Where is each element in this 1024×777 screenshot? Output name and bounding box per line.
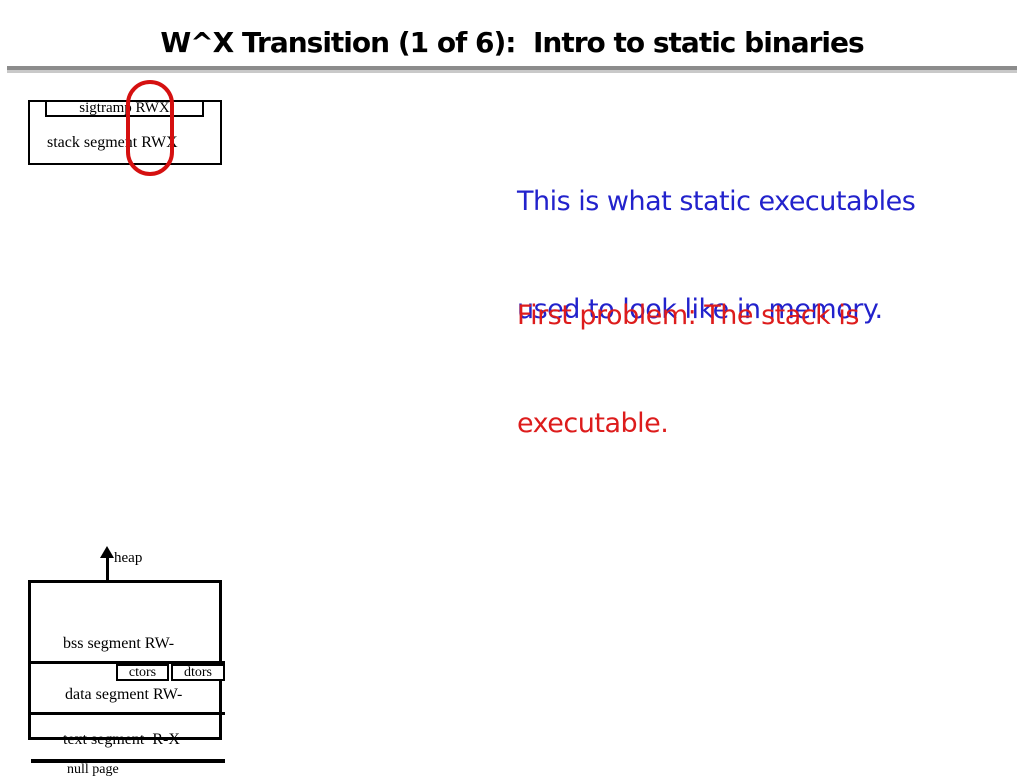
dtors-label: dtors <box>184 664 212 680</box>
ctors-label: ctors <box>128 664 157 680</box>
problem-text-line-1: First problem: The stack is <box>517 300 859 331</box>
data-text-divider <box>31 712 225 715</box>
bss-data-divider <box>31 661 225 664</box>
title-rule-light-band <box>7 70 1017 73</box>
problem-text: First problem: The stack is executable. <box>517 226 859 478</box>
ctors-box: ctors <box>116 664 169 681</box>
intro-text: This is what static executables used to … <box>517 112 916 364</box>
dtors-box: dtors <box>171 664 225 681</box>
sigtramp-box: sigtramp RWX <box>45 100 204 117</box>
bss-segment-label: bss segment RW- <box>63 635 175 652</box>
heap-arrow-shaft <box>106 555 109 581</box>
stack-diagram: sigtramp RWX stack segment RWX <box>28 100 222 165</box>
problem-text-line-2: executable. <box>517 408 669 439</box>
data-segment-label: data segment RW- <box>65 686 183 703</box>
text-null-divider <box>31 759 225 763</box>
intro-text-line-1: This is what static executables <box>517 186 916 217</box>
stack-segment-label: stack segment RWX <box>47 134 178 151</box>
text-segment-label: text segment R-X <box>63 731 180 748</box>
rwx-highlight-ellipse-icon <box>126 80 174 176</box>
heap-label: heap <box>114 550 143 566</box>
heap-up-arrow-icon <box>100 546 114 558</box>
null-page-label: null page <box>67 762 119 777</box>
memory-diagram: heap bss segment RW- ctors dtors data se… <box>28 546 225 777</box>
memory-box: bss segment RW- ctors dtors data segment… <box>28 580 225 777</box>
title-rule-dark-band <box>7 66 1017 70</box>
page-title: W^X Transition (1 of 6): Intro to static… <box>160 26 864 59</box>
title-rule <box>7 66 1017 73</box>
intro-text-line-2: used to look like in memory. <box>517 294 883 325</box>
